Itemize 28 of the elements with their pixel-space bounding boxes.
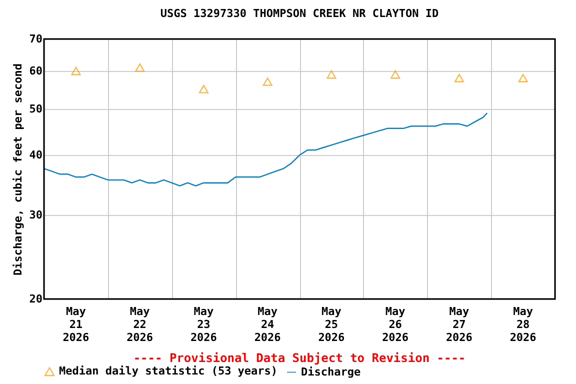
point <box>198 84 208 94</box>
x-tick-label: May 21 2026 <box>62 305 90 344</box>
x-tick-label: May 24 2026 <box>254 305 282 344</box>
x-tick-label: May 26 2026 <box>382 305 409 344</box>
point <box>518 74 528 82</box>
y-tick-label: 20 <box>29 292 42 306</box>
x-tick-label: May 27 2026 <box>446 305 473 344</box>
point <box>262 77 272 86</box>
x-tick-label: May 28 2026 <box>510 305 537 344</box>
text: ---- Provisional Data Subject to Revision ---- <box>133 351 466 365</box>
y-axis-title: Discharge, cubic feet per second <box>11 64 24 276</box>
x-tick-label: May 23 2026 <box>190 305 218 344</box>
legend-label: Median daily statistic (53 years) <box>59 364 278 378</box>
y-tick-label: 70 <box>29 32 42 46</box>
point <box>390 70 400 79</box>
line-series <box>43 112 488 186</box>
point <box>454 74 464 82</box>
point <box>326 70 336 79</box>
x-tick-label: May 25 2026 <box>318 305 346 344</box>
y-tick-label: 50 <box>29 102 42 116</box>
point <box>135 63 145 72</box>
y-tick-label: 60 <box>29 64 42 78</box>
legend-label: Discharge <box>301 365 361 378</box>
y-tick-label: 40 <box>29 148 42 162</box>
x-tick-label: May 22 2026 <box>126 305 154 344</box>
y-tick-label: 30 <box>29 208 42 222</box>
point <box>71 66 81 76</box>
chart-title: USGS 13297330 THOMPSON CREEK NR CLAYTON ID <box>160 7 439 20</box>
